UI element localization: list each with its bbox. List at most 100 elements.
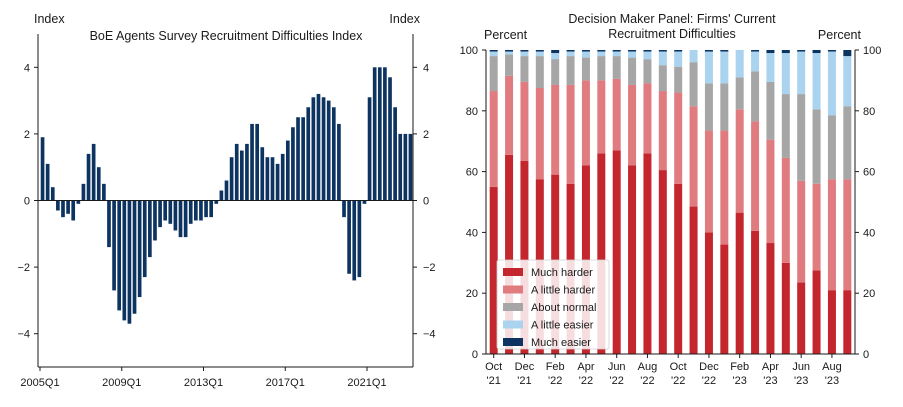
- index-bar: [50, 187, 55, 201]
- index-bar: [301, 117, 305, 201]
- stacked-bar-a-little-easier: [766, 53, 775, 82]
- index-bar: [199, 200, 203, 221]
- stacked-bar-about-normal: [643, 59, 652, 84]
- x-tick-label-month: Apr: [577, 361, 594, 373]
- stacked-bar-much-easier: [827, 50, 836, 52]
- index-bar: [219, 190, 224, 201]
- stacked-bar-a-little-easier: [628, 51, 637, 58]
- stacked-bar-about-normal: [843, 106, 852, 180]
- y-tick-label-left: 100: [460, 45, 478, 57]
- index-bar: [173, 200, 178, 231]
- index-bar: [40, 137, 45, 201]
- stacked-bar-a-little-harder: [827, 179, 836, 291]
- y-tick-label-right: −2: [423, 262, 436, 274]
- y-tick-label-left: −4: [17, 329, 30, 341]
- index-bar: [117, 200, 122, 311]
- stacked-bar-about-normal: [704, 83, 713, 131]
- stacked-bar-a-little-easier: [520, 51, 529, 57]
- stacked-bar-much-easier: [597, 50, 606, 52]
- x-tick-label-year: '22: [579, 375, 593, 387]
- stacked-bar-much-easier: [751, 50, 760, 52]
- stacked-bar-about-normal: [581, 57, 590, 81]
- y-tick-label-left: 60: [466, 167, 478, 179]
- index-bar: [342, 200, 346, 218]
- index-bar: [367, 97, 372, 201]
- index-bar: [393, 107, 397, 201]
- legend: Much harder A little harder About normal A …: [496, 259, 610, 350]
- index-bar: [214, 200, 219, 204]
- stacked-bar-much-harder: [843, 290, 852, 354]
- x-tick-label-month: Oct: [485, 361, 502, 373]
- stacked-bar-a-little-easier: [643, 51, 652, 60]
- stacked-bar-much-harder: [658, 170, 667, 354]
- stacked-bar-a-little-easier: [735, 50, 744, 78]
- left-chart-title: BoE Agents Survey Recruitment Difficulti…: [90, 29, 364, 43]
- index-bar: [86, 153, 91, 201]
- stacked-bar-about-normal: [628, 57, 637, 85]
- index-bar: [326, 100, 331, 201]
- stacked-bar-much-easier: [551, 50, 560, 54]
- stacked-bar-a-little-harder: [689, 106, 698, 207]
- x-tick-label-month: Jun: [608, 361, 626, 373]
- stacked-bar-much-harder: [674, 183, 683, 354]
- x-tick-label-month: Jun: [792, 361, 810, 373]
- stacked-bar-much-harder: [689, 206, 698, 354]
- index-bar: [148, 200, 152, 258]
- index-bar: [245, 143, 249, 201]
- index-bar: [357, 200, 362, 278]
- index-bar: [168, 200, 173, 224]
- stacked-bar-much-harder: [704, 232, 713, 354]
- stacked-bar-a-little-harder: [812, 183, 821, 271]
- x-tick-label-year: '22: [548, 375, 562, 387]
- index-bar: [362, 200, 367, 204]
- stacked-bar-about-normal: [797, 94, 806, 181]
- stacked-bar-a-little-harder: [766, 139, 775, 244]
- y-tick-label-left: 0: [24, 196, 30, 208]
- stacked-bar-a-little-easier: [535, 51, 544, 57]
- stacked-bar-much-easier: [628, 50, 637, 52]
- y-tick-label-right: 0: [863, 349, 869, 361]
- index-bar: [280, 153, 285, 201]
- x-tick-label-month: Dec: [515, 361, 535, 373]
- index-bar: [153, 200, 157, 241]
- index-bar: [107, 200, 111, 248]
- stacked-bar-much-harder: [489, 186, 498, 354]
- stacked-bar-a-little-easier: [566, 51, 575, 57]
- index-bar: [347, 200, 351, 274]
- stacked-bar-much-harder: [751, 230, 760, 354]
- index-bar: [306, 107, 311, 201]
- index-bar: [137, 200, 142, 298]
- stacked-bar-much-harder: [505, 154, 514, 354]
- y-tick-label-left: 80: [466, 106, 478, 118]
- left-axes-group: −4 −2 0 2 4 −4 −2 0 2 4 2005Q1 2009Q1 2013Q1 2017Q1 20…: [17, 34, 436, 389]
- stacked-bar-a-little-easier: [704, 51, 713, 84]
- stacked-bar-a-little-harder: [612, 78, 621, 151]
- index-bar: [285, 140, 290, 201]
- legend-swatch: [503, 338, 523, 346]
- stacked-bar-a-little-harder: [628, 84, 637, 166]
- stacked-bar-a-little-harder: [674, 92, 683, 184]
- y-tick-label-left: 40: [466, 227, 478, 239]
- legend-label: Much harder: [531, 267, 593, 279]
- y-tick-label-right: 40: [863, 227, 875, 239]
- stacked-bar-much-harder: [735, 212, 744, 354]
- index-bar: [188, 200, 193, 224]
- stacked-bar-about-normal: [551, 59, 560, 85]
- legend-swatch: [503, 268, 523, 276]
- stacked-bar-much-easier: [566, 50, 575, 52]
- index-bar: [383, 67, 387, 201]
- stacked-bar-much-harder: [597, 153, 606, 354]
- stacked-bar-a-little-harder: [489, 91, 498, 187]
- stacked-bar-a-little-harder: [720, 130, 729, 245]
- index-bar: [311, 97, 316, 201]
- index-bar: [127, 200, 132, 324]
- x-tick-label: 2005Q1: [20, 377, 59, 389]
- x-tick-label-month: Aug: [638, 361, 658, 373]
- left-bars-group: [40, 67, 413, 324]
- x-tick-label: 2013Q1: [184, 377, 223, 389]
- stacked-bar-a-little-easier: [505, 51, 514, 55]
- index-bar: [66, 200, 70, 214]
- index-bar: [178, 200, 183, 238]
- index-bar: [183, 200, 188, 238]
